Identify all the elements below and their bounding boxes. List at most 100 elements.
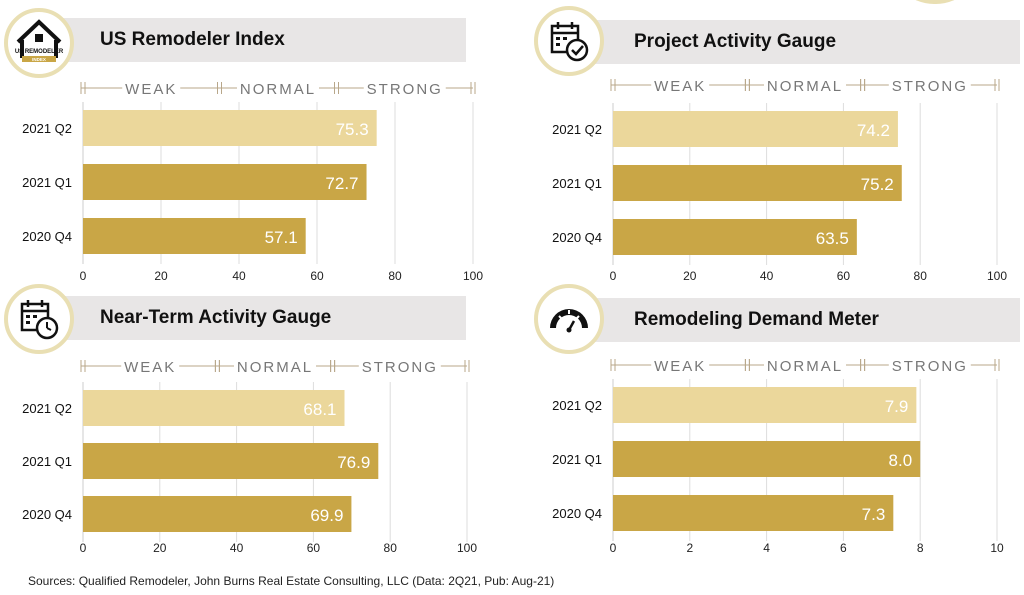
scale-label-strong: STRONG <box>892 78 968 95</box>
bar-2021-q2 <box>83 110 377 146</box>
x-tick-label: 10 <box>990 541 1004 555</box>
logo-text-line1: US REMODELER <box>15 49 64 55</box>
value-label: 69.9 <box>310 506 343 525</box>
x-tick-label: 4 <box>763 541 770 555</box>
bar-chart: WEAK NORMAL STRONG 2021 Q2 75.3 2021 Q1 72.7 20… <box>22 79 483 283</box>
bar-2020-q4 <box>613 495 894 531</box>
x-tick-label: 20 <box>153 541 167 555</box>
scale-label-normal: NORMAL <box>767 78 843 95</box>
bar-2021-q2 <box>613 111 898 147</box>
x-tick-label: 100 <box>457 541 477 555</box>
scale-label-strong: STRONG <box>892 358 968 375</box>
value-label: 72.7 <box>325 174 358 193</box>
bar-2021-q1 <box>83 164 367 200</box>
category-label: 2021 Q1 <box>552 176 602 191</box>
x-tick-label: 2 <box>686 541 693 555</box>
chart-title: Remodeling Demand Meter <box>634 309 879 330</box>
x-tick-label: 100 <box>463 269 483 283</box>
x-tick-label: 80 <box>384 541 398 555</box>
category-label: 2021 Q2 <box>22 401 72 416</box>
title-bar: Remodeling Demand Meter <box>586 298 1020 342</box>
x-tick-label: 60 <box>307 541 321 555</box>
x-tick-label: 6 <box>840 541 847 555</box>
chart-title: US Remodeler Index <box>100 29 285 50</box>
category-label: 2021 Q2 <box>552 122 602 137</box>
x-tick-label: 100 <box>987 269 1007 283</box>
category-label: 2020 Q4 <box>22 507 72 522</box>
title-bar: Near-Term Activity Gauge <box>52 296 466 340</box>
panel-near-term-activity-gauge: Near-Term Activity Gauge WEAK NORMAL STRON… <box>0 280 500 560</box>
value-label: 57.1 <box>265 228 298 247</box>
x-tick-label: 8 <box>917 541 924 555</box>
x-tick-label: 40 <box>760 269 774 283</box>
panel-remodeling-demand-meter: Remodeling Demand Meter WEAK NORMAL STRONG… <box>530 280 1024 560</box>
x-tick-label: 0 <box>610 269 617 283</box>
value-label: 8.0 <box>889 451 913 470</box>
x-tick-label: 40 <box>232 269 246 283</box>
value-label: 7.3 <box>862 505 886 524</box>
scale-label-bg <box>121 357 180 375</box>
scale-label-bg <box>651 356 710 374</box>
scale-label-bg <box>764 76 846 94</box>
scale-label-strong: STRONG <box>367 81 443 98</box>
bar-2021-q1 <box>83 443 379 479</box>
bar-2020-q4 <box>83 218 306 254</box>
value-label: 7.9 <box>885 397 909 416</box>
bar-chart: WEAK NORMAL STRONG 2021 Q2 68.1 2021 Q1 76.9 20… <box>22 357 477 555</box>
title-bar: Project Activity Gauge <box>586 20 1020 64</box>
x-tick-label: 40 <box>230 541 244 555</box>
category-label: 2021 Q2 <box>552 398 602 413</box>
scale-label-bg <box>764 356 846 374</box>
speedometer-icon <box>534 284 604 354</box>
value-label: 75.3 <box>336 120 369 139</box>
calendar-check-icon <box>534 6 604 76</box>
strength-scale: WEAK NORMAL STRONG <box>610 76 1000 95</box>
scale-label-bg <box>358 357 441 375</box>
category-label: 2020 Q4 <box>552 230 602 245</box>
bar-2021-q1 <box>613 441 921 477</box>
x-tick-label: 80 <box>388 269 402 283</box>
scale-label-weak: WEAK <box>654 78 706 95</box>
scale-label-weak: WEAK <box>125 81 177 98</box>
x-tick-label: 20 <box>683 269 697 283</box>
x-tick-label: 60 <box>310 269 324 283</box>
value-label: 75.2 <box>861 175 894 194</box>
panel-us-remodeler-index: US Remodeler Index US REMODELER INDEX WE… <box>0 0 500 283</box>
source-footnote: Sources: Qualified Remodeler, John Burns… <box>28 574 555 588</box>
house-logo-icon: US REMODELER INDEX <box>4 8 74 78</box>
scale-label-bg <box>651 76 710 94</box>
bar-2021-q1 <box>613 165 902 201</box>
scale-label-bg <box>363 79 446 97</box>
x-tick-label: 0 <box>610 541 617 555</box>
scale-label-normal: NORMAL <box>237 359 313 376</box>
chart-title: Project Activity Gauge <box>634 31 837 52</box>
scale-label-strong: STRONG <box>362 359 438 376</box>
strength-scale: WEAK NORMAL STRONG <box>80 357 470 376</box>
strength-scale: WEAK NORMAL STRONG <box>610 356 1000 375</box>
x-tick-label: 0 <box>80 541 87 555</box>
scale-label-bg <box>122 79 181 97</box>
scale-label-bg <box>888 356 971 374</box>
bar-2021-q2 <box>613 387 917 423</box>
scale-label-normal: NORMAL <box>240 81 316 98</box>
value-label: 74.2 <box>857 121 890 140</box>
scale-label-weak: WEAK <box>654 358 706 375</box>
scale-label-bg <box>234 357 316 375</box>
scale-label-bg <box>237 79 319 97</box>
scale-label-bg <box>888 76 971 94</box>
category-label: 2021 Q1 <box>22 175 72 190</box>
category-label: 2021 Q1 <box>22 454 72 469</box>
value-label: 63.5 <box>816 229 849 248</box>
x-tick-label: 60 <box>837 269 851 283</box>
bar-chart: WEAK NORMAL STRONG 2021 Q2 74.2 2021 Q1 75.2 20… <box>552 76 1007 283</box>
scale-label-weak: WEAK <box>124 359 176 376</box>
bar-2021-q2 <box>83 390 345 426</box>
bar-2020-q4 <box>613 219 857 255</box>
category-label: 2021 Q2 <box>22 121 72 136</box>
x-tick-label: 80 <box>914 269 928 283</box>
panel-project-activity-gauge: Project Activity Gauge WEAK NORMAL STRONG 2… <box>530 0 1024 283</box>
value-label: 68.1 <box>303 400 336 419</box>
chart-title: Near-Term Activity Gauge <box>100 307 332 328</box>
logo-text-line2: INDEX <box>32 57 46 62</box>
